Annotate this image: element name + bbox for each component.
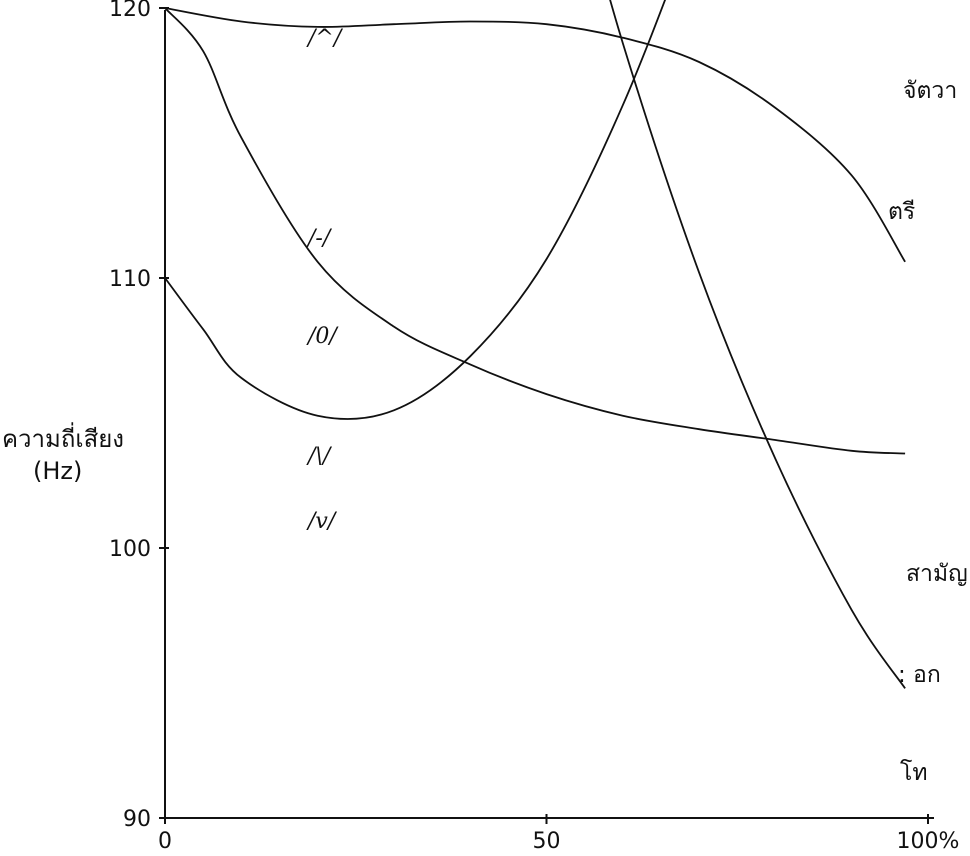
- series-line-saman: [164, 7, 906, 263]
- x-ticks: 0 50 100%: [158, 814, 959, 854]
- x-tick-label: 50: [533, 829, 561, 854]
- y-ticks: 90100110120130140: [109, 0, 169, 832]
- series-label-chattawa: จัตวา: [903, 78, 957, 104]
- tone-marker-tri: /-/: [306, 226, 333, 251]
- tone-marker-chattawa: /v/: [306, 509, 338, 534]
- y-tick-label: 90: [123, 807, 151, 832]
- y-axis-unit: (Hz): [33, 457, 82, 485]
- y-axis-title: ความถี่เสียง (Hz): [2, 422, 124, 485]
- y-tick-label: 120: [109, 0, 151, 22]
- series-label-tho: โท: [900, 759, 928, 786]
- tone-marker-saman: /0/: [306, 324, 339, 349]
- curves: [164, 0, 906, 689]
- tone-marker-ek: /\/: [306, 444, 333, 469]
- x-tick-label: 0: [158, 829, 172, 854]
- series-label-ek: : อก: [898, 662, 941, 688]
- series-label-tri: ตรี: [888, 199, 915, 225]
- x-tick-label: 100%: [897, 829, 960, 854]
- y-tick-label: 100: [109, 537, 151, 562]
- series-label-saman: สามัญ: [906, 561, 968, 587]
- y-tick-label: 110: [109, 267, 151, 292]
- series-line-chattawa: [164, 0, 667, 420]
- series-line-tho: [609, 0, 906, 689]
- y-axis-label: ความถี่เสียง: [2, 422, 124, 453]
- series-labels: สามัญ/0/ : อก /\/ โท /^/ ตรี /-/ จัตวา/v/: [306, 26, 968, 786]
- series-line-ek: [164, 7, 906, 455]
- tone-marker-tho: /^/: [306, 26, 344, 51]
